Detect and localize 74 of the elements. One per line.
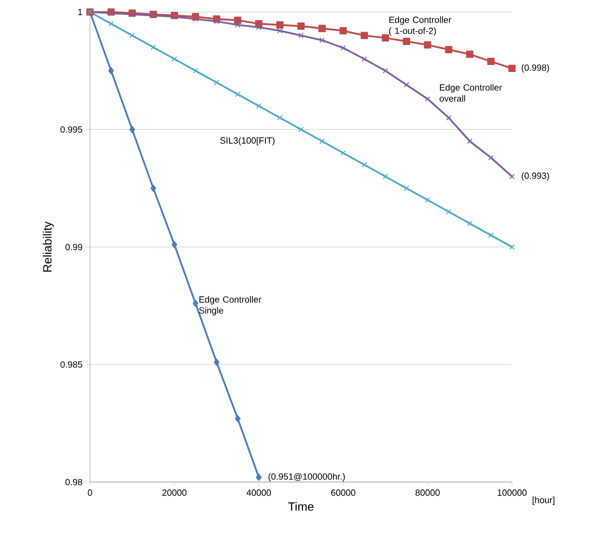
- point: [234, 414, 241, 422]
- point: [277, 28, 283, 34]
- point: [214, 358, 220, 366]
- point: [467, 220, 473, 226]
- text: (0.993): [522, 172, 550, 181]
- x-tick-label: 60000: [331, 489, 356, 496]
- point: [382, 34, 390, 42]
- point: [192, 300, 198, 308]
- point: [256, 474, 262, 481]
- point: [382, 174, 388, 180]
- point: [362, 56, 368, 62]
- point: [340, 45, 346, 51]
- y-tick-label: 0.985: [60, 361, 82, 368]
- point: [172, 56, 178, 62]
- point: [172, 241, 178, 248]
- point: [276, 21, 284, 29]
- point: [214, 80, 220, 86]
- point: [235, 22, 240, 28]
- series-label: Edge Controller overall: [440, 84, 502, 102]
- point: [235, 92, 240, 97]
- series-label: Edge Controller Single: [199, 296, 262, 316]
- point: [488, 232, 494, 238]
- point: [298, 32, 304, 38]
- point: [108, 67, 114, 74]
- point: [319, 138, 325, 144]
- point: [150, 184, 156, 192]
- y-tick-label: 0.995: [60, 126, 82, 133]
- point: [362, 162, 368, 168]
- point: [424, 197, 430, 203]
- point: [509, 174, 515, 180]
- series-label: Edge Controller ( 1-out-of-2): [389, 16, 452, 36]
- x-tick-label: 20000: [162, 489, 187, 496]
- point: [487, 58, 495, 65]
- point: [404, 186, 410, 191]
- x-tick-label: 80000: [416, 489, 440, 496]
- point: [445, 46, 452, 54]
- point: [129, 126, 136, 134]
- point: [360, 32, 368, 40]
- y-tick-label: 0.99: [65, 244, 82, 250]
- y-tick-label: 1: [78, 8, 82, 16]
- x-axis-title: Time: [288, 502, 314, 511]
- point: [404, 82, 410, 88]
- x-tick-label: 40000: [246, 489, 271, 496]
- annotation: (0.951@100000hr.): [268, 473, 345, 482]
- point: [340, 27, 347, 34]
- text: [hour]: [532, 496, 554, 505]
- point: [424, 41, 432, 49]
- point: [340, 150, 346, 156]
- point: [509, 244, 515, 250]
- x-tick-label: 0: [88, 489, 92, 496]
- x-tick-label: 100000: [498, 489, 527, 496]
- text: (0.998): [522, 64, 550, 73]
- y-axis-title: Reliability: [42, 221, 54, 272]
- point: [466, 50, 474, 58]
- point: [256, 24, 262, 30]
- point: [319, 37, 325, 43]
- point: [508, 64, 516, 72]
- point: [150, 44, 156, 50]
- point: [277, 115, 283, 120]
- y-tick-label: 0.98: [65, 478, 82, 486]
- point: [129, 32, 135, 38]
- series-label: SIL3(100[FIT): [220, 137, 275, 146]
- point: [297, 22, 305, 30]
- point: [192, 68, 198, 74]
- point: [256, 103, 262, 109]
- point: [318, 24, 326, 32]
- point: [214, 18, 220, 24]
- point: [234, 16, 242, 24]
- point: [192, 16, 198, 22]
- point: [382, 68, 388, 74]
- point: [108, 21, 114, 26]
- point: [298, 126, 304, 132]
- point: [446, 209, 452, 214]
- point: [402, 38, 410, 46]
